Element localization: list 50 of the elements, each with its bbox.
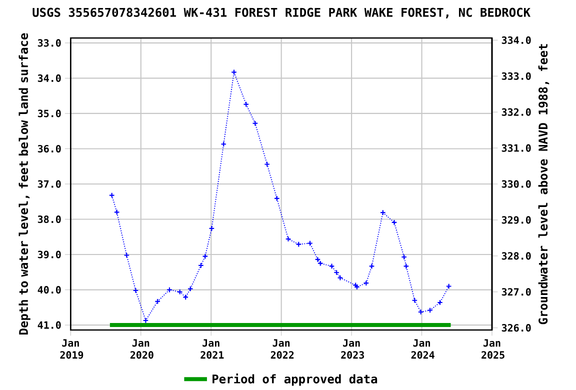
- x-tick-label: Jan 2024: [411, 339, 434, 359]
- x-tick-label: Jan 2020: [130, 339, 154, 359]
- point: [446, 283, 452, 290]
- point: [307, 240, 313, 246]
- y2-tick-label: 332.0: [502, 108, 531, 116]
- y2-tick-label: 334.0: [502, 36, 531, 44]
- point: [363, 280, 370, 286]
- y-tick-label: 39.0: [38, 250, 61, 258]
- point: [243, 101, 250, 108]
- point: [296, 241, 302, 248]
- point: [334, 270, 340, 276]
- y-tick-label: 34.0: [38, 74, 61, 82]
- y-tick-label: 40.0: [38, 286, 61, 294]
- y2-tick-label: 333.0: [502, 72, 531, 80]
- point: [132, 288, 139, 294]
- legend-label: Period of approved data: [212, 373, 378, 386]
- point: [202, 253, 208, 260]
- point: [166, 286, 172, 293]
- y-tick-label: 37.0: [38, 180, 61, 188]
- y2-tick-label: 326.0: [502, 324, 531, 332]
- point: [108, 192, 115, 198]
- y-tick-label: 36.0: [38, 144, 61, 152]
- point: [124, 252, 130, 258]
- point: [418, 309, 424, 315]
- y2-tick-label: 327.0: [502, 288, 531, 296]
- y-tick-label: 33.0: [38, 39, 61, 47]
- point: [337, 274, 344, 281]
- point: [285, 236, 292, 242]
- point: [187, 286, 194, 292]
- x-tick-label: Jan 2025: [482, 339, 504, 359]
- y2-axis-title: Groundwater level above NAVD 1988, feet: [538, 44, 550, 324]
- point: [328, 263, 335, 270]
- chart-title: USGS 355657078342601 WK-431 FOREST RIDGE PARK WAKE FOREST, NC BEDROCK: [32, 8, 530, 18]
- point: [427, 307, 433, 314]
- y2-tick-label: 329.0: [502, 216, 531, 224]
- x-tick-label: Jan 2019: [60, 339, 84, 359]
- point: [403, 263, 410, 270]
- point: [368, 263, 375, 270]
- point: [114, 209, 120, 216]
- y-tick-label: 41.0: [38, 321, 61, 329]
- y-tick-label: 38.0: [38, 215, 61, 223]
- y2-tick-label: 328.0: [502, 252, 531, 260]
- point: [231, 69, 237, 76]
- x-tick-label: Jan 2022: [270, 339, 294, 359]
- x-tick-label: Jan 2021: [200, 339, 224, 359]
- y2-tick-label: 330.0: [502, 180, 531, 188]
- y-axis-title: Depth to water level, feet below land surface: [18, 33, 30, 334]
- y-tick-label: 35.0: [38, 110, 61, 118]
- x-tick-label: Jan 2023: [341, 339, 364, 359]
- y2-tick-label: 331.0: [502, 144, 531, 152]
